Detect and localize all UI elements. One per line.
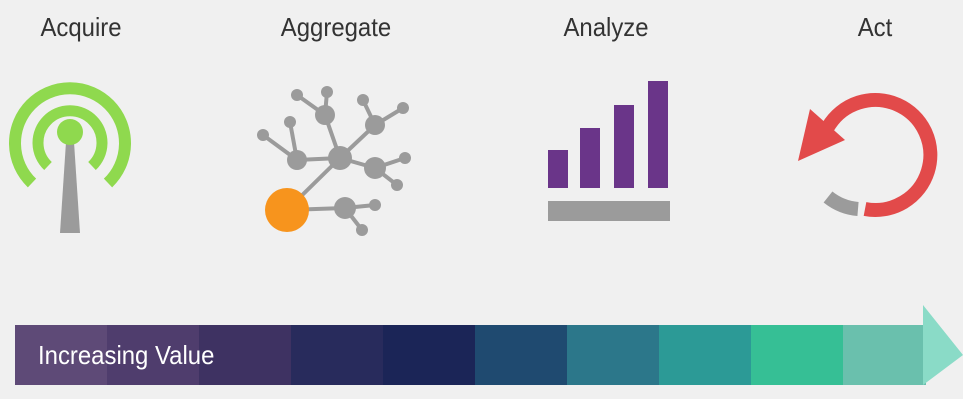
value-bar-segment [15, 325, 108, 385]
value-bar-segment [659, 325, 752, 385]
antenna-signal-icon [9, 82, 131, 233]
stage-label-act: Act [857, 12, 893, 42]
value-bar-segment [107, 325, 200, 385]
stage-label-acquire: Acquire [40, 12, 122, 42]
value-bar-segment [475, 325, 568, 385]
value-bar-segment [567, 325, 660, 385]
bar-chart-icon [548, 81, 670, 221]
stage-label-analyze: Analyze [563, 12, 649, 42]
value-bar-segment [843, 325, 926, 385]
increasing-value-arrow [15, 305, 963, 385]
refresh-arrow-icon [798, 93, 938, 217]
arrow-head [923, 305, 963, 385]
stage-label-aggregate: Aggregate [280, 12, 392, 42]
value-bar-segment [383, 325, 476, 385]
value-bar-segment [291, 325, 384, 385]
value-bar-segment [751, 325, 844, 385]
increasing-value-label: Increasing Value [38, 340, 215, 370]
network-nodes-icon [257, 86, 411, 236]
value-bar-segment [199, 325, 292, 385]
